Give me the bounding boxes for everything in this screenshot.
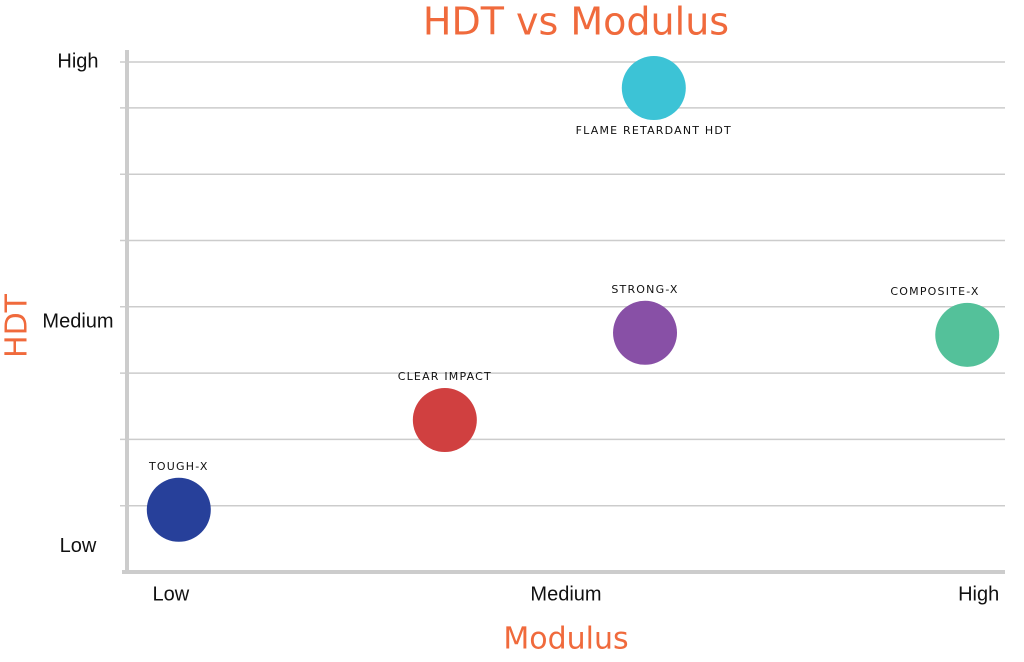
y-tick-label: Medium xyxy=(42,310,113,332)
chart-title: HDT vs Modulus xyxy=(423,0,729,44)
point xyxy=(613,300,678,365)
grid xyxy=(120,61,1005,507)
point-label: FLAME RETARDANT HDT xyxy=(576,124,732,137)
x-axis-title: Modulus xyxy=(503,622,628,657)
point xyxy=(935,302,1000,367)
y-axis-title: HDT xyxy=(0,293,35,358)
x-tick-label: Low xyxy=(153,583,190,605)
point-label: COMPOSITE-X xyxy=(890,285,979,298)
y-tick-label: High xyxy=(57,50,98,72)
point xyxy=(621,56,686,121)
point-label: STRONG-X xyxy=(611,283,678,296)
point xyxy=(146,477,211,542)
x-tick-label: High xyxy=(958,583,999,605)
point-label: CLEAR IMPACT xyxy=(398,370,492,383)
x-tick-label: Medium xyxy=(530,583,601,605)
y-tick-label: Low xyxy=(60,535,97,557)
point xyxy=(412,388,477,453)
point-label: TOUGH-X xyxy=(148,460,209,473)
